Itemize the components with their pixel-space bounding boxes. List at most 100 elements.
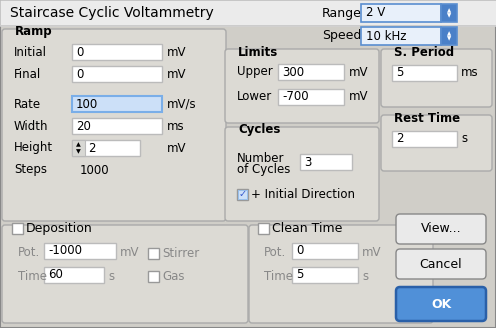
- Bar: [278, 64, 344, 80]
- Text: Deposition: Deposition: [26, 222, 93, 235]
- Text: Lower: Lower: [237, 91, 272, 104]
- Text: Rest Time: Rest Time: [394, 112, 460, 125]
- Text: mV: mV: [167, 141, 186, 154]
- Text: 5: 5: [296, 269, 304, 281]
- Bar: [392, 117, 448, 119]
- Text: 0: 0: [296, 244, 304, 257]
- Text: s: s: [108, 270, 114, 282]
- Bar: [392, 51, 448, 53]
- Text: Pot.: Pot.: [264, 245, 286, 258]
- Bar: [72, 66, 162, 82]
- Text: ▲: ▲: [76, 142, 81, 147]
- Text: Time: Time: [18, 270, 47, 282]
- Text: Cycles: Cycles: [238, 124, 280, 136]
- Text: + Initial Direction: + Initial Direction: [251, 188, 355, 201]
- Text: ms: ms: [167, 119, 185, 133]
- Text: ▼: ▼: [447, 13, 451, 18]
- Bar: [12, 223, 23, 234]
- Text: OK: OK: [431, 297, 451, 311]
- Bar: [300, 154, 352, 170]
- Text: Rate: Rate: [14, 97, 41, 111]
- Bar: [361, 27, 441, 45]
- Bar: [361, 4, 441, 22]
- Text: 60: 60: [48, 269, 63, 281]
- FancyBboxPatch shape: [381, 115, 492, 171]
- Text: 5: 5: [396, 67, 403, 79]
- Bar: [72, 140, 140, 156]
- Text: 3: 3: [304, 155, 311, 169]
- Text: Initial: Initial: [14, 46, 47, 58]
- Text: 2 V: 2 V: [366, 7, 385, 19]
- Text: mV: mV: [349, 66, 369, 78]
- Text: 100: 100: [76, 97, 98, 111]
- FancyBboxPatch shape: [396, 214, 486, 244]
- Text: mV: mV: [349, 91, 369, 104]
- Text: View...: View...: [421, 222, 461, 236]
- Text: 10 kHz: 10 kHz: [366, 30, 407, 43]
- Text: 2: 2: [88, 141, 96, 154]
- Text: Clean Time: Clean Time: [272, 222, 342, 235]
- Bar: [392, 131, 457, 147]
- Text: Ramp: Ramp: [15, 26, 53, 38]
- Text: Gas: Gas: [162, 270, 185, 283]
- Bar: [44, 267, 104, 283]
- Text: s: s: [362, 270, 368, 282]
- Bar: [72, 140, 85, 156]
- Bar: [236, 51, 275, 53]
- Text: Pot.: Pot.: [18, 245, 40, 258]
- FancyBboxPatch shape: [2, 225, 248, 323]
- Text: Staircase Cyclic Voltammetry: Staircase Cyclic Voltammetry: [10, 6, 214, 20]
- Bar: [13, 31, 40, 33]
- FancyBboxPatch shape: [396, 249, 486, 279]
- FancyBboxPatch shape: [396, 287, 486, 321]
- Bar: [237, 189, 248, 200]
- Bar: [441, 4, 457, 22]
- Text: -1000: -1000: [48, 244, 82, 257]
- Bar: [148, 248, 159, 259]
- Bar: [44, 243, 116, 259]
- FancyBboxPatch shape: [225, 127, 379, 221]
- Text: Width: Width: [14, 119, 49, 133]
- Text: 0: 0: [76, 68, 83, 80]
- Bar: [441, 27, 457, 45]
- Text: 300: 300: [282, 66, 304, 78]
- Text: Limits: Limits: [238, 46, 278, 58]
- Text: Time: Time: [264, 270, 293, 282]
- Text: ✓: ✓: [239, 190, 247, 199]
- FancyBboxPatch shape: [2, 29, 226, 221]
- Text: mV: mV: [120, 245, 139, 258]
- Text: 20: 20: [76, 119, 91, 133]
- Text: ms: ms: [461, 67, 479, 79]
- Text: ▲: ▲: [447, 31, 451, 36]
- Text: Range:: Range:: [322, 7, 366, 19]
- Bar: [258, 223, 269, 234]
- Text: S. Period: S. Period: [394, 46, 454, 58]
- Bar: [72, 44, 162, 60]
- Text: Number: Number: [237, 152, 285, 165]
- Text: mV/s: mV/s: [167, 97, 196, 111]
- Text: Upper: Upper: [237, 66, 273, 78]
- Text: 1000: 1000: [80, 163, 110, 176]
- Bar: [72, 118, 162, 134]
- Text: Cancel: Cancel: [420, 257, 462, 271]
- Text: Height: Height: [14, 141, 53, 154]
- Bar: [392, 65, 457, 81]
- Bar: [148, 271, 159, 282]
- Bar: [0, 25, 496, 26]
- Bar: [0, 0, 496, 26]
- Text: mV: mV: [167, 46, 186, 58]
- Text: s: s: [461, 133, 467, 146]
- FancyBboxPatch shape: [225, 49, 379, 123]
- Text: Final: Final: [14, 68, 41, 80]
- Text: mV: mV: [167, 68, 186, 80]
- Text: Speed:: Speed:: [322, 30, 366, 43]
- Text: 0: 0: [76, 46, 83, 58]
- Text: mV: mV: [362, 245, 381, 258]
- Text: Stirrer: Stirrer: [162, 247, 199, 260]
- Bar: [292, 243, 358, 259]
- Text: 2: 2: [396, 133, 404, 146]
- FancyBboxPatch shape: [381, 49, 492, 107]
- Text: Steps: Steps: [14, 163, 47, 176]
- Bar: [238, 190, 247, 199]
- Bar: [292, 267, 358, 283]
